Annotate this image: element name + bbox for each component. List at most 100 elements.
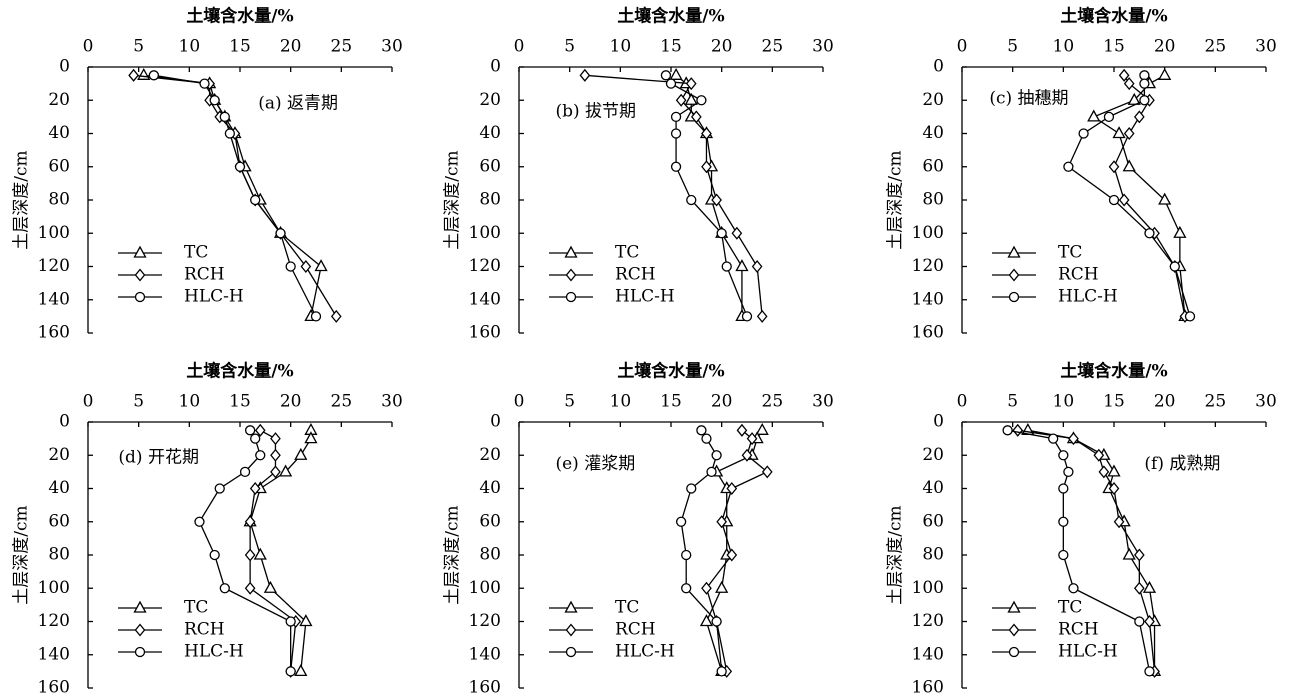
x-tick-label: 0 xyxy=(957,37,968,57)
y-tick-label: 40 xyxy=(48,123,70,143)
y-tick-label: 100 xyxy=(38,578,70,598)
marker xyxy=(214,483,225,494)
marker xyxy=(1134,616,1145,627)
y-tick-label: 140 xyxy=(912,289,944,309)
marker xyxy=(685,77,697,91)
y-tick-label: 120 xyxy=(469,256,501,276)
marker xyxy=(255,450,266,461)
legend-label: HLC-H xyxy=(615,287,675,307)
marker xyxy=(735,259,749,272)
marker xyxy=(310,311,322,322)
marker xyxy=(686,483,697,494)
marker xyxy=(726,481,738,496)
marker xyxy=(716,228,727,239)
marker xyxy=(675,516,687,527)
legend-label: HLC-H xyxy=(1058,642,1118,662)
y-axis-title: 土层深度/cm xyxy=(886,505,906,604)
marker xyxy=(755,422,769,435)
marker xyxy=(665,78,677,89)
series-line xyxy=(680,429,723,672)
y-tick-label: 140 xyxy=(38,289,70,309)
x-tick-label: 30 xyxy=(381,392,403,412)
marker xyxy=(1113,515,1125,529)
marker xyxy=(209,549,220,561)
legend-marker xyxy=(565,268,577,282)
x-tick-label: 10 xyxy=(610,392,632,412)
marker xyxy=(1184,311,1196,322)
y-tick-label: 100 xyxy=(469,578,501,598)
x-tick-label: 0 xyxy=(514,392,525,412)
series-line xyxy=(1113,74,1186,317)
marker xyxy=(699,614,714,627)
marker xyxy=(1108,160,1120,174)
y-tick-label: 40 xyxy=(922,478,944,498)
marker xyxy=(1133,581,1145,595)
marker xyxy=(741,448,753,462)
y-tick-label: 80 xyxy=(922,545,944,565)
y-tick-label: 80 xyxy=(48,545,70,565)
legend-label: HLC-H xyxy=(184,287,244,307)
legend-label: TC xyxy=(1058,598,1082,618)
legend-marker xyxy=(1007,600,1021,613)
series-line xyxy=(665,74,748,317)
y-tick-label: 20 xyxy=(922,445,944,465)
legend-marker xyxy=(134,268,146,282)
y-axis-title: 土层深度/cm xyxy=(12,505,32,604)
x-tick-label: 0 xyxy=(83,37,94,57)
marker xyxy=(330,309,342,323)
x-tick-label: 30 xyxy=(381,37,403,57)
x-tick-label: 15 xyxy=(660,37,682,57)
marker xyxy=(1144,228,1155,239)
y-axis-title: 土层深度/cm xyxy=(12,150,32,249)
series-line xyxy=(1092,74,1186,317)
marker xyxy=(244,581,256,595)
marker xyxy=(1118,68,1130,82)
marker xyxy=(741,311,753,322)
y-tick-label: 160 xyxy=(38,323,70,343)
marker xyxy=(270,432,281,446)
marker xyxy=(294,664,308,677)
marker xyxy=(696,95,707,106)
panel-title: (b) 拔节期 xyxy=(555,102,636,122)
x-tick-label: 5 xyxy=(1007,37,1018,57)
marker xyxy=(234,161,246,172)
x-tick-label: 30 xyxy=(1255,392,1277,412)
marker xyxy=(681,549,692,561)
legend-marker xyxy=(1008,646,1020,658)
x-tick-label: 20 xyxy=(280,37,302,57)
x-tick-label: 20 xyxy=(1154,37,1176,57)
marker xyxy=(1093,448,1105,462)
marker xyxy=(731,226,743,240)
x-axis-title: 土壤含水量/% xyxy=(186,361,293,382)
legend-marker xyxy=(564,600,578,613)
marker xyxy=(706,466,717,478)
y-tick-label: 80 xyxy=(48,190,70,210)
x-tick-label: 25 xyxy=(1205,37,1227,57)
marker xyxy=(219,583,230,594)
x-tick-label: 15 xyxy=(660,392,682,412)
y-tick-label: 100 xyxy=(38,223,70,243)
legend-label: RCH xyxy=(615,265,656,285)
y-tick-label: 0 xyxy=(490,57,501,77)
y-tick-label: 120 xyxy=(912,256,944,276)
marker xyxy=(684,92,698,105)
marker xyxy=(1173,225,1187,238)
x-tick-label: 10 xyxy=(1053,37,1075,57)
series-line xyxy=(1067,75,1191,317)
marker xyxy=(314,259,328,272)
marker xyxy=(670,161,682,172)
x-tick-label: 30 xyxy=(812,392,834,412)
marker xyxy=(1133,548,1145,562)
marker xyxy=(250,194,261,206)
marker xyxy=(1103,111,1115,123)
x-tick-label: 5 xyxy=(133,37,144,57)
marker xyxy=(285,666,296,677)
x-tick-label: 5 xyxy=(564,392,575,412)
marker xyxy=(1122,547,1136,560)
marker xyxy=(263,580,277,593)
marker xyxy=(300,259,312,274)
x-tick-label: 5 xyxy=(1007,392,1018,412)
marker xyxy=(148,70,160,81)
marker xyxy=(711,450,722,461)
y-tick-label: 60 xyxy=(48,156,70,176)
